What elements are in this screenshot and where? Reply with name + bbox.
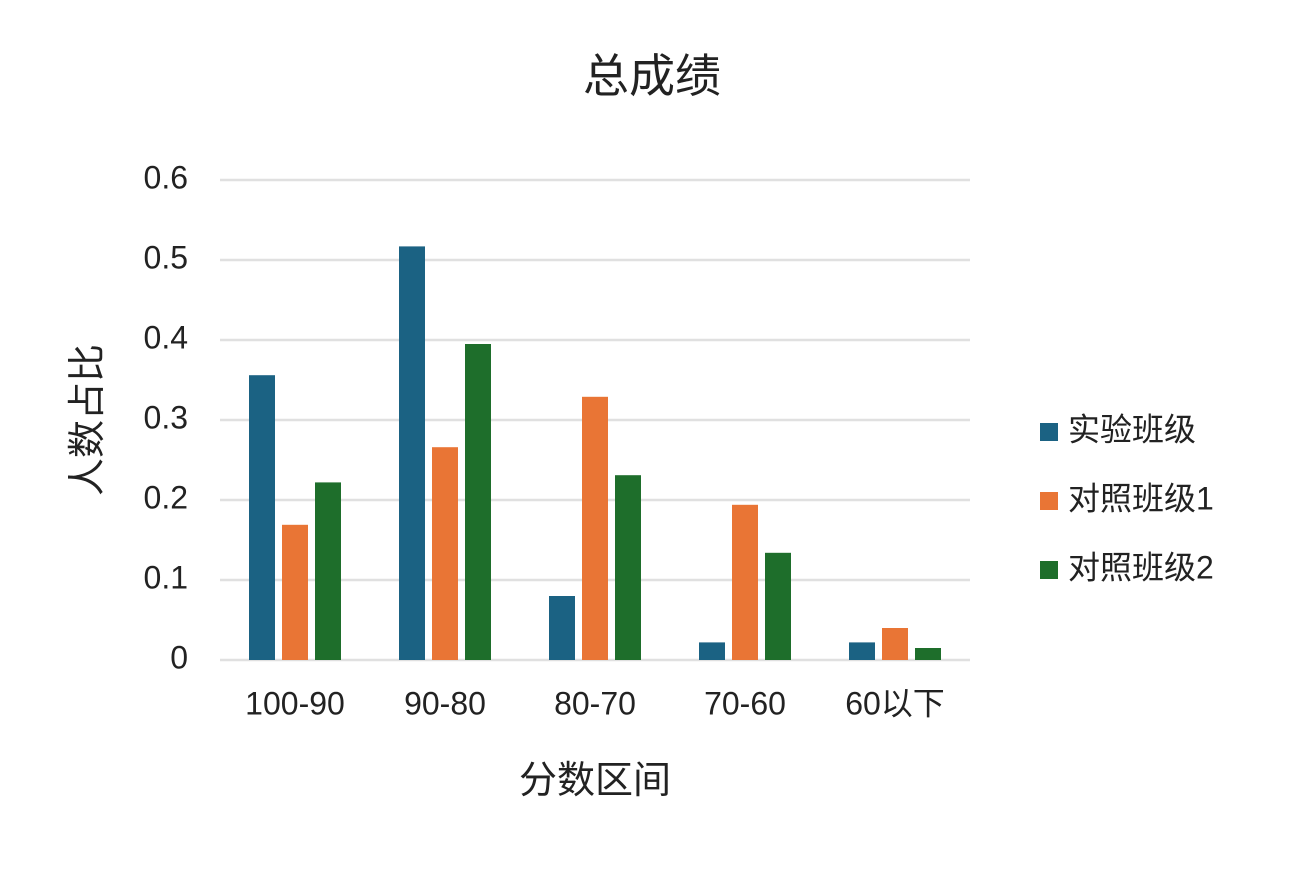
bar	[765, 552, 791, 660]
bar	[915, 648, 941, 660]
legend-label: 实验班级	[1068, 411, 1196, 447]
legend-swatch	[1040, 561, 1058, 579]
y-tick-label: 0.4	[144, 319, 188, 355]
bar	[465, 344, 491, 660]
bar	[249, 375, 275, 660]
bar	[882, 628, 908, 660]
bar	[732, 504, 758, 660]
x-tick-label: 80-70	[554, 685, 636, 721]
x-tick-label: 90-80	[404, 685, 486, 721]
bar	[282, 524, 308, 660]
legend-label: 对照班级2	[1068, 549, 1214, 585]
y-tick-label: 0	[170, 639, 188, 675]
bar	[699, 642, 725, 660]
x-tick-label: 70-60	[704, 685, 786, 721]
legend-swatch	[1040, 492, 1058, 510]
bar	[432, 447, 458, 660]
chart-title: 总成绩	[583, 50, 721, 102]
x-tick-label: 100-90	[245, 685, 345, 721]
bar	[399, 246, 425, 660]
x-axis-label: 分数区间	[519, 760, 671, 802]
y-tick-label: 0.3	[144, 399, 188, 435]
bar	[849, 642, 875, 660]
bar	[615, 475, 641, 660]
y-tick-label: 0.2	[144, 479, 188, 515]
legend-label: 对照班级1	[1068, 480, 1214, 516]
bar	[549, 596, 575, 660]
legend-swatch	[1040, 423, 1058, 441]
x-tick-label: 60以下	[845, 685, 945, 721]
y-tick-label: 0.5	[144, 239, 188, 275]
bar	[582, 396, 608, 660]
y-axis-label: 人数占比	[67, 344, 109, 496]
bar	[315, 482, 341, 660]
y-tick-label: 0.1	[144, 559, 188, 595]
y-tick-label: 0.6	[144, 159, 188, 195]
